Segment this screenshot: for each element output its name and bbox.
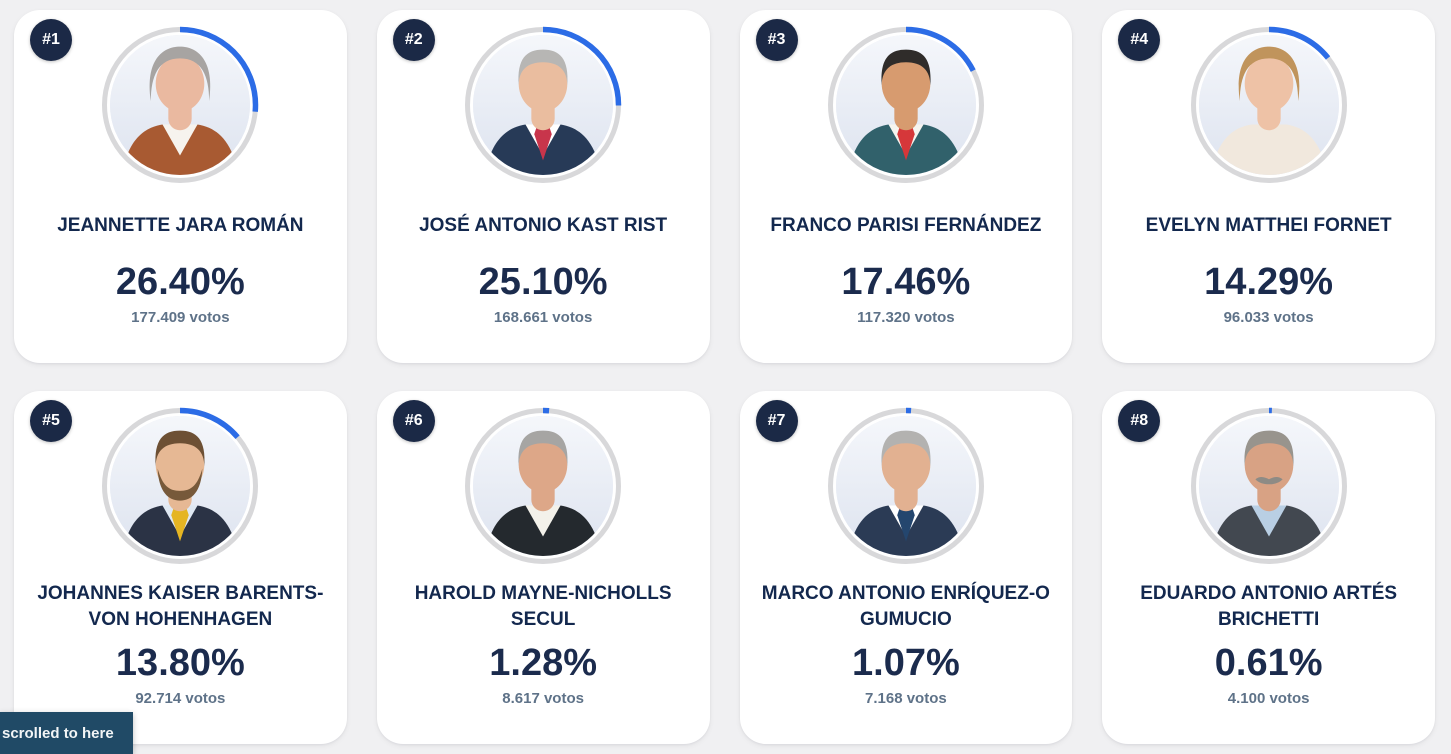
candidate-card: #7 MARCO ANTONIO ENRÍQUEZ-O GUMUCIO 1.07… xyxy=(739,391,1073,744)
candidate-photo-progress xyxy=(464,26,622,184)
candidate-percent: 0.61% xyxy=(1214,642,1323,684)
candidate-card: #6 HAROLD MAYNE-NICHOLLS SECUL 1.28% 8.6… xyxy=(376,391,710,744)
rank-badge: #2 xyxy=(392,19,435,61)
candidate-photo xyxy=(473,35,614,175)
candidate-name: EDUARDO ANTONIO ARTÉS BRICHETTI xyxy=(1140,583,1398,630)
candidate-votes: 92.714 votos xyxy=(135,689,226,707)
candidate-photo xyxy=(1198,35,1339,175)
rank-badge: #5 xyxy=(30,400,72,442)
candidate-card: #1 JEANNETTE JARA ROMÁN 26.40% 177.409 v… xyxy=(14,10,347,363)
person-avatar-icon xyxy=(473,416,614,556)
candidate-name: MARCO ANTONIO ENRÍQUEZ-O GUMUCIO xyxy=(761,583,1050,630)
person-avatar-icon xyxy=(1198,35,1339,175)
scrolled-to-here-label: scrolled to here xyxy=(2,724,114,742)
candidate-votes: 168.661 votos xyxy=(493,308,593,326)
candidate-votes: 96.033 votos xyxy=(1223,308,1314,326)
candidate-percent: 26.40% xyxy=(115,261,245,303)
candidate-photo-progress xyxy=(464,407,622,565)
progress-ring-icon xyxy=(1190,26,1347,184)
candidate-votes: 117.320 votos xyxy=(857,308,955,326)
candidate-percent: 13.80% xyxy=(115,642,245,684)
rank-badge: #8 xyxy=(1118,400,1161,442)
rank-badge: #7 xyxy=(755,400,798,442)
candidate-photo-progress xyxy=(1190,26,1348,184)
candidate-percent: 25.10% xyxy=(478,261,608,303)
candidate-name: JOHANNES KAISER BARENTS-VON HOHENHAGEN xyxy=(37,583,324,630)
candidate-name: EVELYN MATTHEI FORNET xyxy=(1145,215,1392,236)
progress-ring-icon xyxy=(1190,407,1347,565)
candidate-percent: 1.07% xyxy=(852,642,960,684)
candidate-photo xyxy=(835,416,976,556)
candidate-photo-progress xyxy=(827,26,985,184)
candidate-card: #8 EDUARDO ANTONIO ARTÉS BRICHETTI 0.61%… xyxy=(1102,391,1435,744)
candidate-percent: 17.46% xyxy=(841,261,971,303)
candidate-photo-progress xyxy=(827,407,985,565)
rank-badge: #6 xyxy=(392,400,435,442)
person-avatar-icon xyxy=(473,35,614,175)
person-avatar-icon xyxy=(1198,416,1339,556)
candidate-card: #3 FRANCO PARISI FERNÁNDEZ 17.46% 117.32… xyxy=(739,10,1073,363)
candidate-photo-progress xyxy=(1190,407,1348,565)
candidate-votes: 177.409 votos xyxy=(131,308,230,326)
candidate-name: FRANCO PARISI FERNÁNDEZ xyxy=(770,215,1042,236)
candidate-photo xyxy=(1198,416,1339,556)
candidate-photo-progress xyxy=(101,26,259,184)
progress-ring-icon xyxy=(464,407,622,565)
progress-ring-icon xyxy=(827,26,985,184)
candidate-name: HAROLD MAYNE-NICHOLLS SECUL xyxy=(414,583,672,630)
candidate-card: #5 JOHANNES KAISER BARENTS-VON HOHENHAGE… xyxy=(14,391,347,744)
progress-ring-icon xyxy=(827,407,985,565)
candidate-photo xyxy=(110,35,251,175)
progress-ring-icon xyxy=(102,407,259,565)
candidate-name: JEANNETTE JARA ROMÁN xyxy=(57,215,304,236)
candidate-photo xyxy=(473,416,614,556)
rank-badge: #1 xyxy=(30,19,72,61)
candidate-photo-progress xyxy=(101,407,259,565)
candidate-photo xyxy=(110,416,251,556)
progress-ring-icon xyxy=(102,26,259,184)
candidate-photo xyxy=(835,35,976,175)
person-avatar-icon xyxy=(110,416,251,556)
rank-badge: #4 xyxy=(1118,19,1161,61)
candidate-card: #4 EVELYN MATTHEI FORNET 14.29% 96.033 v… xyxy=(1102,10,1435,363)
scrolled-to-here-marker: scrolled to here xyxy=(0,712,133,754)
person-avatar-icon xyxy=(110,35,251,175)
candidate-percent: 14.29% xyxy=(1204,261,1334,303)
candidate-card: #2 JOSÉ ANTONIO KAST RIST 25.10% 168.661… xyxy=(376,10,710,363)
rank-badge: #3 xyxy=(755,19,798,61)
candidate-votes: 8.617 votos xyxy=(502,689,584,707)
candidate-votes: 4.100 votos xyxy=(1227,689,1310,707)
candidate-votes: 7.168 votos xyxy=(865,689,947,707)
person-avatar-icon xyxy=(835,416,976,556)
candidate-name: JOSÉ ANTONIO KAST RIST xyxy=(419,215,668,236)
person-avatar-icon xyxy=(835,35,976,175)
progress-ring-icon xyxy=(464,26,622,184)
candidate-percent: 1.28% xyxy=(489,642,597,684)
